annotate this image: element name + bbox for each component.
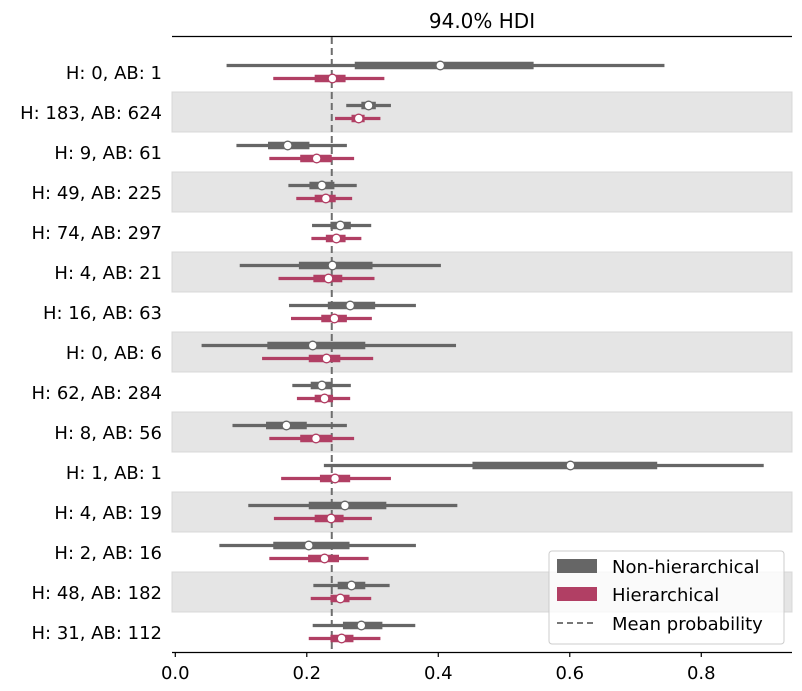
non-hierarchical-median-point bbox=[346, 580, 357, 591]
non-hierarchical-median-point bbox=[316, 180, 327, 191]
chart-title: 94.0% HDI bbox=[429, 9, 535, 33]
hierarchical-median-point bbox=[320, 193, 331, 204]
y-tick-label: H: 48, AB: 182 bbox=[32, 583, 162, 604]
y-tick-label: H: 0, AB: 6 bbox=[66, 343, 162, 364]
y-tick-label: H: 1, AB: 1 bbox=[66, 463, 162, 484]
non-hierarchical-median-point bbox=[345, 300, 356, 311]
legend-swatch-hierarchical bbox=[557, 587, 597, 601]
non-hierarchical-median-point bbox=[307, 340, 318, 351]
hierarchical-median-point bbox=[331, 233, 342, 244]
non-hierarchical-median-point bbox=[339, 500, 350, 511]
non-hierarchical-median-point bbox=[356, 620, 367, 631]
row-band bbox=[171, 251, 793, 293]
hierarchical-median-point bbox=[323, 273, 334, 284]
hierarchical-median-point bbox=[329, 313, 340, 324]
interval-marks bbox=[201, 60, 764, 644]
legend: Non-hierarchical Hierarchical Mean proba… bbox=[548, 550, 785, 645]
hierarchical-median-point bbox=[353, 113, 364, 124]
hierarchical-median-point bbox=[330, 473, 341, 484]
x-tick-label: 0.4 bbox=[424, 663, 453, 684]
row-band bbox=[171, 331, 793, 373]
y-tick-label: H: 0, AB: 1 bbox=[66, 63, 162, 84]
y-tick-label: H: 9, AB: 61 bbox=[54, 143, 162, 164]
legend-label-hierarchical: Hierarchical bbox=[612, 585, 719, 606]
row-band bbox=[171, 91, 793, 133]
non-hierarchical-median-point bbox=[281, 420, 292, 431]
x-tick-label: 0.0 bbox=[161, 663, 190, 684]
row-band bbox=[171, 411, 793, 453]
y-tick-label: H: 183, AB: 624 bbox=[20, 103, 162, 124]
legend-frame bbox=[548, 550, 785, 645]
y-tick-label: H: 49, AB: 225 bbox=[32, 183, 162, 204]
non-hierarchical-median-point bbox=[327, 260, 338, 271]
hierarchical-median-point bbox=[335, 593, 346, 604]
non-hierarchical-median-point bbox=[363, 100, 374, 111]
legend-label-non-hierarchical: Non-hierarchical bbox=[612, 557, 760, 578]
hierarchical-median-point bbox=[319, 553, 330, 564]
x-axis-ticks: 0.0 0.2 0.4 0.6 0.8 bbox=[161, 652, 716, 684]
non-hierarchical-median-point bbox=[303, 540, 314, 551]
hierarchical-median-point bbox=[311, 433, 321, 444]
non-hierarchical-median-point bbox=[316, 380, 327, 391]
hierarchical-median-point bbox=[326, 513, 337, 524]
y-tick-label: H: 74, AB: 297 bbox=[32, 223, 162, 244]
legend-label-mean-probability: Mean probability bbox=[612, 614, 763, 635]
x-tick-label: 0.6 bbox=[555, 663, 584, 684]
row-bands bbox=[171, 91, 793, 613]
hierarchical-median-point bbox=[319, 393, 330, 404]
y-tick-label: H: 16, AB: 63 bbox=[43, 303, 162, 324]
row-band bbox=[171, 171, 793, 213]
x-tick-label: 0.2 bbox=[292, 663, 321, 684]
non-hierarchical-median-point bbox=[435, 60, 446, 71]
non-hierarchical-median-point bbox=[565, 460, 576, 471]
y-tick-label: H: 31, AB: 112 bbox=[32, 623, 162, 644]
legend-swatch-non-hierarchical bbox=[557, 559, 597, 573]
row-band bbox=[171, 491, 793, 533]
hierarchical-median-point bbox=[321, 353, 332, 364]
hierarchical-median-point bbox=[327, 73, 338, 84]
y-tick-label: H: 8, AB: 56 bbox=[54, 423, 162, 444]
hierarchical-median-point bbox=[336, 633, 347, 644]
y-tick-label: H: 4, AB: 21 bbox=[54, 263, 162, 284]
y-tick-label: H: 62, AB: 284 bbox=[32, 383, 162, 404]
non-hierarchical-median-point bbox=[282, 140, 293, 151]
y-tick-labels: H: 0, AB: 1 H: 183, AB: 624 H: 9, AB: 61 H:… bbox=[20, 63, 162, 644]
hierarchical-median-point bbox=[311, 153, 322, 164]
non-hierarchical-median-point bbox=[335, 220, 346, 231]
x-tick-label: 0.8 bbox=[687, 663, 716, 684]
y-tick-label: H: 4, AB: 19 bbox=[54, 503, 162, 524]
y-tick-label: H: 2, AB: 16 bbox=[54, 543, 162, 564]
